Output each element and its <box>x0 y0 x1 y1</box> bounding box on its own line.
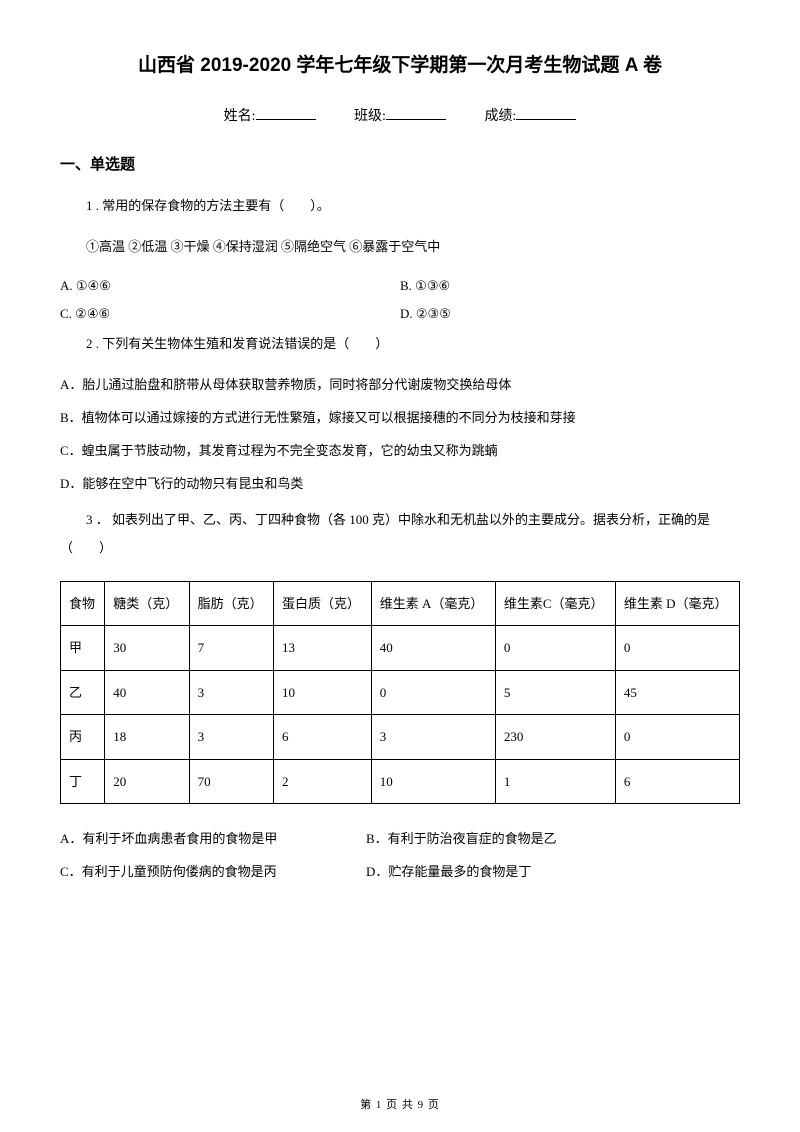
score-blank <box>516 106 576 120</box>
q1-options-row2: C. ②④⑥ D. ②③⑤ <box>60 306 740 322</box>
th-food: 食物 <box>61 581 105 625</box>
page-title: 山西省 2019-2020 学年七年级下学期第一次月考生物试题 A 卷 <box>60 50 740 77</box>
table-row: 甲 30 7 13 40 0 0 <box>61 626 740 670</box>
cell: 6 <box>615 759 739 803</box>
section-heading: 一、单选题 <box>60 153 740 174</box>
student-info-line: 姓名: 班级: 成绩: <box>60 105 740 125</box>
q3-optB: B．有利于防治夜盲症的食物是乙 <box>366 828 740 847</box>
name-blank <box>256 106 316 120</box>
q3-optC: C．有利于儿童预防佝偻病的食物是丙 <box>60 861 366 880</box>
cell: 3 <box>189 670 273 714</box>
cell: 5 <box>495 670 615 714</box>
cell: 0 <box>615 626 739 670</box>
cell: 7 <box>189 626 273 670</box>
class-label: 班级: <box>354 109 386 124</box>
cell: 230 <box>495 715 615 759</box>
cell: 甲 <box>61 626 105 670</box>
q3-options-row1: A．有利于坏血病患者食用的食物是甲 B．有利于防治夜盲症的食物是乙 <box>60 828 740 847</box>
table-row: 乙 40 3 10 0 5 45 <box>61 670 740 714</box>
table-row: 丙 18 3 6 3 230 0 <box>61 715 740 759</box>
cell: 18 <box>105 715 189 759</box>
th-vita: 维生素 A（毫克） <box>371 581 495 625</box>
cell: 30 <box>105 626 189 670</box>
cell: 0 <box>495 626 615 670</box>
q2-stem: 2 . 下列有关生物体生殖和发育说法错误的是（ ） <box>60 334 740 355</box>
cell: 45 <box>615 670 739 714</box>
cell: 乙 <box>61 670 105 714</box>
q1-optC: C. ②④⑥ <box>60 306 400 322</box>
q3-optA: A．有利于坏血病患者食用的食物是甲 <box>60 828 366 847</box>
cell: 3 <box>189 715 273 759</box>
cell: 6 <box>273 715 371 759</box>
q3-table: 食物 糖类（克） 脂肪（克） 蛋白质（克） 维生素 A（毫克） 维生素C（毫克）… <box>60 581 740 804</box>
class-blank <box>386 106 446 120</box>
cell: 丙 <box>61 715 105 759</box>
table-row: 丁 20 70 2 10 1 6 <box>61 759 740 803</box>
th-protein: 蛋白质（克） <box>273 581 371 625</box>
q1-optD: D. ②③⑤ <box>400 306 740 322</box>
cell: 20 <box>105 759 189 803</box>
name-label: 姓名: <box>224 109 256 124</box>
th-vitd: 维生素 D（毫克） <box>615 581 739 625</box>
q2-optC: C．蝗虫属于节肢动物，其发育过程为不完全变态发育，它的幼虫又称为跳蝻 <box>60 440 740 459</box>
q1-options-row1: A. ①④⑥ B. ①③⑥ <box>60 278 740 294</box>
score-label: 成绩: <box>484 109 516 124</box>
q1-stem: 1 . 常用的保存食物的方法主要有（ ）。 <box>60 196 740 217</box>
th-vitc: 维生素C（毫克） <box>495 581 615 625</box>
cell: 70 <box>189 759 273 803</box>
cell: 10 <box>273 670 371 714</box>
q3-stem: 3 ． 如表列出了甲、乙、丙、丁四种食物（各 100 克）中除水和无机盐以外的主… <box>60 506 740 561</box>
th-fat: 脂肪（克） <box>189 581 273 625</box>
cell: 1 <box>495 759 615 803</box>
q3-options-row2: C．有利于儿童预防佝偻病的食物是丙 D．贮存能量最多的食物是丁 <box>60 861 740 880</box>
cell: 2 <box>273 759 371 803</box>
q2-optB: B．植物体可以通过嫁接的方式进行无性繁殖，嫁接又可以根据接穗的不同分为枝接和芽接 <box>60 407 740 426</box>
th-sugar: 糖类（克） <box>105 581 189 625</box>
q2-optA: A．胎儿通过胎盘和脐带从母体获取营养物质，同时将部分代谢废物交换给母体 <box>60 374 740 393</box>
page-footer: 第 1 页 共 9 页 <box>0 1096 800 1112</box>
table-header-row: 食物 糖类（克） 脂肪（克） 蛋白质（克） 维生素 A（毫克） 维生素C（毫克）… <box>61 581 740 625</box>
q2-optD: D．能够在空中飞行的动物只有昆虫和鸟类 <box>60 473 740 492</box>
cell: 13 <box>273 626 371 670</box>
q3-optD: D．贮存能量最多的食物是丁 <box>366 861 740 880</box>
cell: 3 <box>371 715 495 759</box>
cell: 10 <box>371 759 495 803</box>
cell: 0 <box>371 670 495 714</box>
cell: 40 <box>371 626 495 670</box>
q1-choices: ①高温 ②低温 ③干燥 ④保持湿润 ⑤隔绝空气 ⑥暴露于空气中 <box>60 237 740 258</box>
q1-optB: B. ①③⑥ <box>400 278 740 294</box>
cell: 丁 <box>61 759 105 803</box>
cell: 40 <box>105 670 189 714</box>
q1-optA: A. ①④⑥ <box>60 278 400 294</box>
cell: 0 <box>615 715 739 759</box>
